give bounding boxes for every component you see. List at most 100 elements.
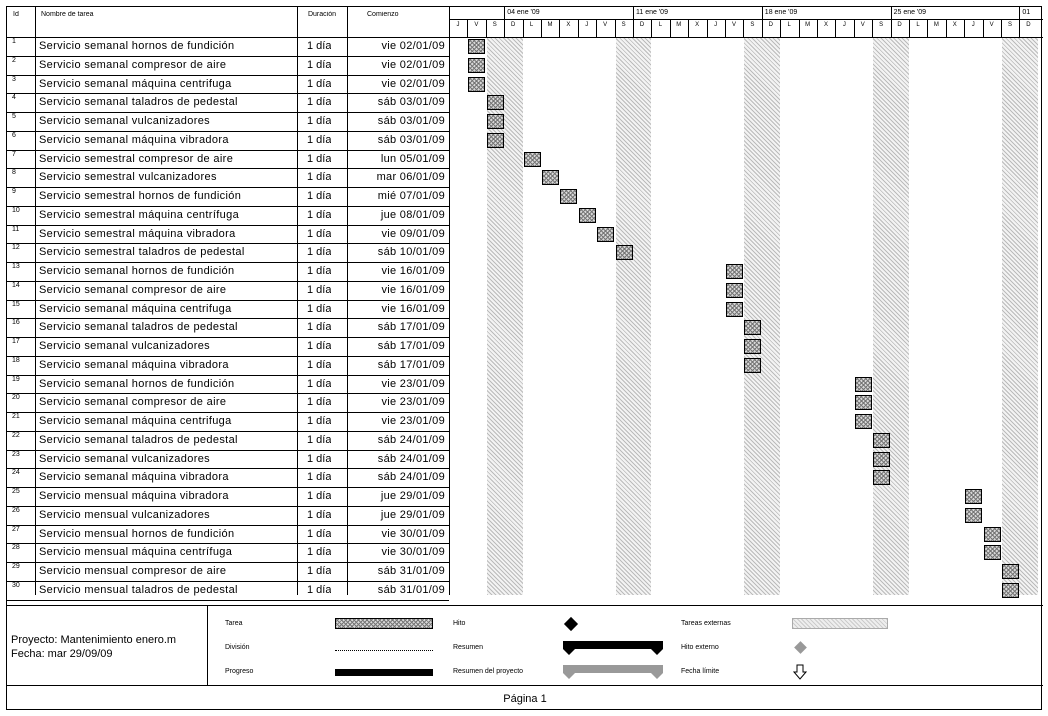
table-row: 22 Servicio semanal taladros de pedestal 1… [7,431,449,450]
task-bar [873,470,891,486]
legend-deadline-label: Fecha límite [681,668,720,675]
gantt-page: Id Nombre de tarea Duración Comienzo J V S… [6,6,1043,710]
legend-external-tasks-swatch [792,618,888,629]
task-bar [578,207,596,223]
day-label: J [456,22,460,28]
task-name: Servicio semanal máquina centrifuga [39,302,232,315]
day-tick [890,19,892,37]
task-name: Servicio semanal vulcanizadores [39,340,211,352]
table-row: 10 Servicio semestral máquina centrífuga 1… [7,206,449,225]
weekend-shading [744,37,781,595]
week-divider [1019,7,1021,19]
project-name: Proyecto: Mantenimiento enero.m [11,634,177,646]
day-tick [798,19,800,37]
day-label: S [621,22,626,28]
day-tick [835,19,837,37]
task-start: sáb 31/01/09 [377,565,445,577]
week-label: 25 ene '09 [893,9,927,16]
task-duration: 1 día [307,471,332,484]
task-start: vie 16/01/09 [381,265,445,277]
week-label: 18 ene '09 [764,9,798,16]
day-label: D [768,22,773,28]
day-tick [982,19,984,37]
task-duration: 1 día [307,490,332,502]
task-id: 25 [12,488,20,495]
task-start: sáb 17/01/09 [377,340,445,352]
task-duration: 1 día [307,227,332,240]
task-name: Servicio semanal máquina vibradora [39,471,229,484]
day-label: L [658,22,663,28]
task-bar [965,489,983,504]
task-bar [468,76,486,92]
task-duration: 1 día [307,565,332,577]
task-bar [983,545,1001,561]
row-divider [7,543,449,545]
task-start: sáb 03/01/09 [377,115,445,127]
task-duration: 1 día [307,452,332,465]
legend-progress-swatch [335,669,433,676]
row-divider [7,205,449,207]
day-tick [945,19,947,37]
day-label: L [529,22,534,28]
row-divider [7,374,449,376]
task-duration: 1 día [307,40,332,52]
task-id: 18 [12,356,20,364]
task-start: sáb 24/01/09 [377,471,445,484]
day-label: V [989,22,994,28]
task-start: sáb 03/01/09 [377,133,445,146]
day-label: D [639,22,645,28]
legend-deadline-arrow-icon [793,664,807,680]
task-start: vie 09/01/09 [381,227,445,240]
row-divider [7,337,449,338]
task-duration: 1 día [307,115,332,127]
task-name: Servicio semestral taladros de pedestal [39,246,245,259]
task-id: 20 [12,394,20,402]
row-divider [7,505,449,507]
legend-summary-bar-icon [563,641,663,655]
task-bar [873,451,891,467]
day-tick [559,19,561,37]
task-id: 2 [12,56,16,64]
table-row: 5 Servicio semanal vulcanizadores 1 día sáb… [7,112,449,131]
task-start: vie 02/01/09 [381,40,445,52]
task-duration: 1 día [307,396,332,409]
day-label: S [750,22,755,28]
task-start: jue 29/01/09 [380,508,445,521]
day-tick [706,19,708,37]
legend: Proyecto: Mantenimiento enero.m Fecha: m… [7,605,1043,686]
day-label: M [805,22,811,28]
task-duration: 1 día [307,508,332,521]
row-divider [7,524,449,526]
task-bar [468,57,486,73]
task-id: 23 [12,450,20,458]
task-id: 9 [12,188,16,195]
task-id: 1 [12,38,16,45]
task-bar [726,282,743,298]
legend-split-swatch [335,650,433,651]
day-label: M [933,22,939,28]
week-divider [890,7,892,19]
task-name: Servicio mensual vulcanizadores [39,508,211,521]
task-duration: 1 día [307,415,332,427]
legend-project-summary-bar-icon [563,665,663,679]
task-duration: 1 día [307,527,332,540]
task-id: 30 [12,581,20,589]
task-duration: 1 día [307,96,332,109]
task-start: sáb 24/01/09 [377,452,445,465]
task-name: Servicio semestral hornos de fundición [39,190,242,202]
table-row: 16 Servicio semanal taladros de pedestal 1… [7,318,449,337]
day-label: V [731,22,736,28]
legend-milestone-diamond-icon [563,616,579,632]
day-label: D [1026,22,1031,28]
task-duration: 1 día [307,58,332,71]
column-divider [297,7,298,595]
task-bar [597,226,615,242]
table-row: 4 Servicio semanal taladros de pedestal 1 … [7,93,449,112]
week-label: 04 ene '09 [507,9,540,16]
row-divider [7,149,449,151]
table-row: 27 Servicio mensual hornos de fundición 1 … [7,525,449,544]
task-name: Servicio semestral vulcanizadores [39,171,217,184]
weekend-shading [1002,37,1038,595]
week-divider [504,7,506,19]
task-name: Servicio mensual máquina centrífuga [39,546,233,559]
